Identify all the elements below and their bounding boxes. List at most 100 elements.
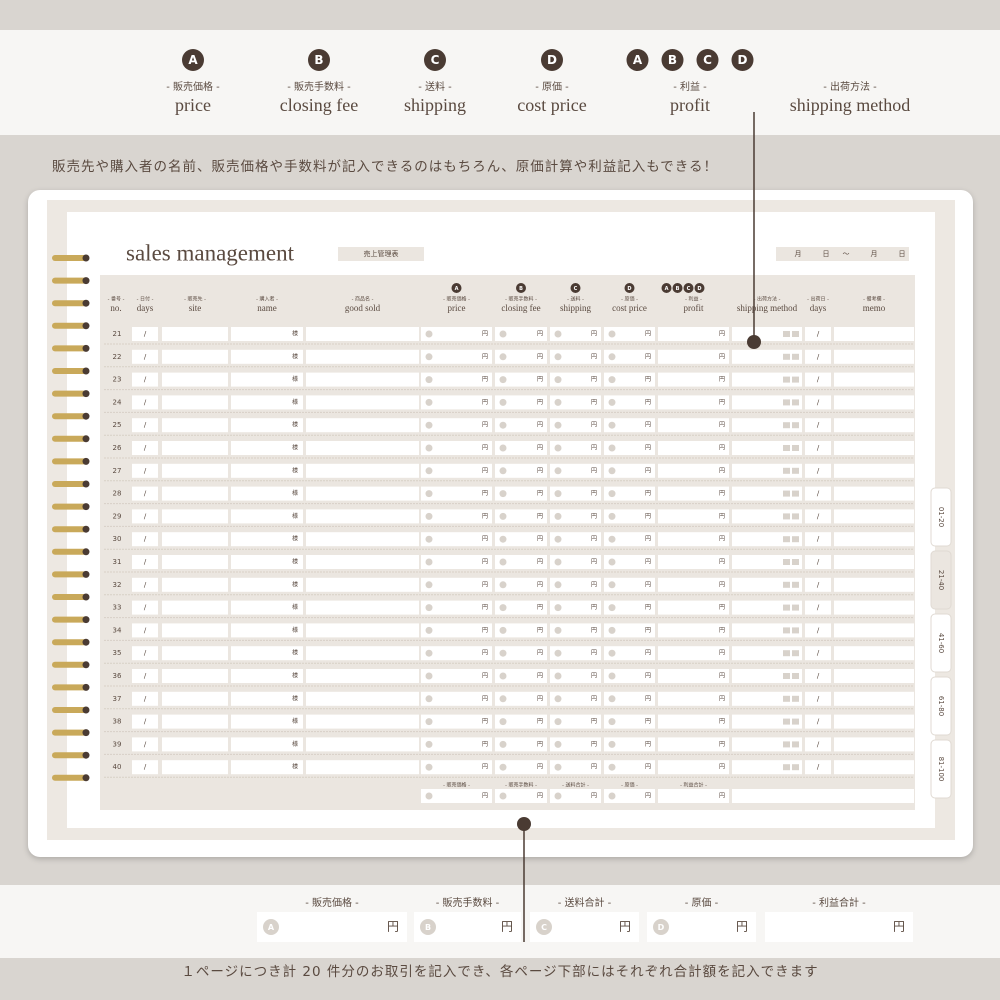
cell (658, 486, 729, 501)
badge-dot (554, 512, 562, 520)
cell (306, 555, 419, 569)
cell (805, 714, 831, 729)
cell (834, 372, 914, 387)
badge-letter: A (455, 286, 459, 292)
cell (658, 441, 729, 455)
badge-dot (554, 376, 562, 384)
ship-icon (783, 718, 790, 725)
cell (550, 691, 601, 706)
badge-dot (499, 330, 507, 338)
ring (52, 413, 88, 420)
total-label: - 販売価格 - (443, 782, 470, 789)
badge-dot (608, 604, 616, 612)
cell (604, 349, 655, 364)
cell (162, 463, 228, 478)
ring-hole (82, 570, 90, 578)
planner-label: 売上管理表 (364, 249, 399, 258)
badge-dot (608, 672, 616, 680)
cell (834, 349, 914, 364)
cell (306, 532, 419, 547)
badge-dot (425, 604, 433, 612)
badge-dot (425, 718, 433, 726)
yen: 円 (591, 353, 597, 360)
yen: 円 (591, 445, 597, 452)
cell (805, 441, 831, 455)
total-cell (658, 789, 729, 803)
badge-dot (499, 467, 507, 475)
ship-icon (792, 695, 799, 702)
cell (495, 441, 547, 455)
cell (421, 646, 492, 661)
cell (306, 441, 419, 455)
ring-hole (82, 593, 90, 601)
cell (495, 623, 547, 638)
slash: / (817, 535, 820, 543)
cell (495, 646, 547, 661)
tab-label[interactable]: 21-40 (937, 570, 945, 590)
cell (421, 349, 492, 364)
cell (421, 555, 492, 569)
ring-hole (82, 706, 90, 714)
yen: 円 (645, 331, 651, 338)
ring (52, 548, 88, 555)
cell (162, 418, 228, 433)
yen: 円 (719, 536, 725, 543)
yen: 円 (591, 399, 597, 406)
cell (658, 760, 729, 775)
cell (604, 646, 655, 661)
legend-en: price (175, 95, 211, 115)
badge-dot (554, 581, 562, 589)
cell (495, 463, 547, 478)
cell (834, 623, 914, 638)
badge-letter: C (574, 286, 578, 292)
column-en: good sold (345, 303, 381, 313)
badge-dot (608, 353, 616, 361)
yen: 円 (482, 422, 488, 429)
cell (550, 577, 601, 592)
cell (306, 327, 419, 341)
cell (495, 418, 547, 433)
cell (658, 349, 729, 364)
column-jp: - 出荷方法 - (754, 296, 781, 303)
cell (231, 623, 303, 638)
tab-label[interactable]: 41-60 (937, 633, 945, 653)
yen: 円 (719, 490, 725, 497)
cell (834, 646, 914, 661)
callout-dot (747, 335, 761, 349)
honorific: 様 (292, 672, 298, 680)
badge-dot (499, 740, 507, 748)
cell (231, 418, 303, 433)
badge (626, 49, 649, 71)
tab-label[interactable]: 81-100 (937, 757, 945, 782)
ring-hole (82, 683, 90, 691)
cell (495, 760, 547, 775)
badge-letter: A (665, 286, 669, 292)
cell (834, 418, 914, 433)
yen: 円 (591, 581, 597, 588)
tab-label[interactable]: 61-80 (937, 696, 945, 716)
cell (732, 486, 802, 501)
cell (231, 600, 303, 615)
slash: / (817, 353, 820, 361)
yen: 円 (482, 627, 488, 634)
badge (694, 283, 705, 293)
badge-dot (425, 558, 433, 566)
cell (421, 532, 492, 547)
yen: 円 (482, 399, 488, 406)
yen: 円 (482, 376, 488, 383)
bottom-total-box (765, 912, 913, 942)
tab-label[interactable]: 01-20 (937, 507, 945, 527)
cell (834, 600, 914, 615)
cell (495, 349, 547, 364)
yen: 円 (645, 695, 651, 702)
column-jp: - 販売先 - (184, 296, 206, 303)
ring (52, 774, 88, 781)
row-number: 28 (113, 490, 122, 498)
badge-dot (425, 398, 433, 406)
ship-icon (792, 490, 799, 497)
cell (732, 555, 802, 569)
cell (658, 372, 729, 387)
cell (231, 646, 303, 661)
badge-dot (499, 672, 507, 680)
cell (604, 760, 655, 775)
